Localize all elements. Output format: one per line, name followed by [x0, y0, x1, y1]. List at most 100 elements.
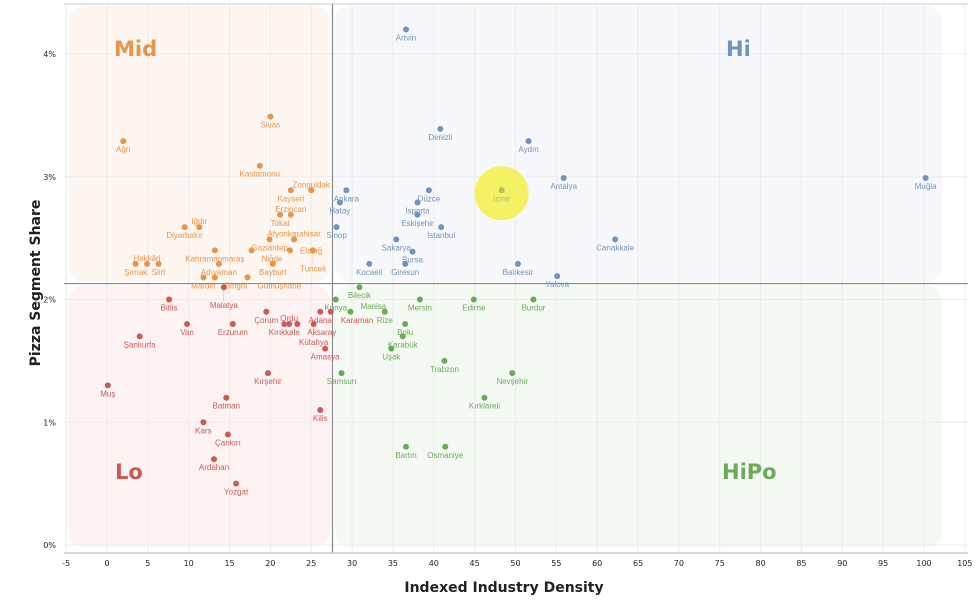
point-marker[interactable] — [277, 211, 284, 218]
point-marker[interactable] — [281, 321, 288, 328]
data-point-hi[interactable]: Yalova — [545, 273, 570, 289]
point-marker[interactable] — [381, 308, 388, 315]
point-marker[interactable] — [200, 274, 207, 281]
data-point-hi[interactable]: Aydın — [518, 138, 539, 154]
data-point-hipo[interactable]: Burdur — [521, 296, 546, 313]
point-marker[interactable] — [310, 321, 317, 328]
point-marker[interactable] — [403, 443, 410, 450]
point-marker[interactable] — [343, 187, 350, 194]
data-point-mid[interactable]: Ağrı — [116, 138, 131, 154]
data-point-mid[interactable]: Kahramanmaraş — [185, 247, 244, 263]
data-point-hipo[interactable]: Kırklareli — [469, 394, 500, 411]
data-point-hi[interactable]: Balıkesir — [503, 260, 534, 277]
point-marker[interactable] — [425, 187, 432, 194]
data-point-lo[interactable]: Kars — [195, 419, 212, 435]
data-point-hi[interactable]: Kocaeli — [356, 260, 383, 277]
point-marker[interactable] — [120, 138, 127, 145]
point-marker[interactable] — [287, 187, 294, 194]
data-point-hipo[interactable]: Bolu — [397, 321, 413, 337]
point-marker[interactable] — [308, 187, 315, 194]
point-marker[interactable] — [263, 308, 270, 315]
point-marker[interactable] — [104, 382, 111, 389]
data-point-lo[interactable]: Aksaray — [294, 321, 336, 337]
point-marker[interactable] — [530, 296, 537, 303]
point-marker[interactable] — [309, 247, 316, 254]
data-point-hipo[interactable]: Bilecik — [348, 284, 372, 300]
data-point-hi[interactable]: Ankara — [334, 187, 360, 203]
data-point-lo[interactable]: Ordu — [280, 314, 298, 328]
data-point-hipo[interactable]: Edirne — [462, 296, 486, 313]
data-point-mid[interactable]: Şırnak — [124, 260, 148, 277]
data-point-lo[interactable]: Çorum — [254, 308, 279, 325]
point-marker[interactable] — [403, 26, 410, 33]
point-marker[interactable] — [356, 284, 363, 291]
point-marker[interactable] — [438, 224, 445, 231]
point-marker[interactable] — [481, 394, 488, 401]
data-point-hi[interactable]: Hatay — [329, 199, 350, 216]
data-point-hi[interactable]: Antalya — [550, 174, 578, 191]
data-point-mid[interactable]: Sivas — [261, 113, 281, 130]
point-marker[interactable] — [223, 394, 230, 401]
point-marker[interactable] — [286, 321, 293, 328]
data-point-mid[interactable]: Gaziantep — [251, 236, 288, 252]
data-point-hipo[interactable]: Uşak — [382, 345, 401, 362]
data-point-lo[interactable]: Yozgat — [224, 480, 249, 497]
point-marker[interactable] — [409, 248, 416, 255]
data-point-lo[interactable]: Erzurum — [218, 321, 249, 337]
data-point-mid[interactable]: Mardin — [191, 274, 216, 290]
point-marker[interactable] — [229, 321, 236, 328]
data-point-hi[interactable]: İstanbul — [427, 224, 455, 240]
point-marker[interactable] — [317, 406, 324, 413]
data-point-mid[interactable]: Kayseri — [277, 187, 304, 203]
point-marker[interactable] — [399, 333, 406, 340]
point-marker[interactable] — [266, 236, 273, 243]
data-point-hipo[interactable]: Osmaniye — [427, 443, 464, 460]
data-point-hipo[interactable]: Nevşehir — [496, 370, 528, 386]
point-marker[interactable] — [287, 211, 294, 218]
data-point-hi[interactable]: Denizli — [428, 125, 453, 142]
point-marker[interactable] — [317, 308, 324, 315]
data-point-lo[interactable]: Muş — [100, 382, 115, 398]
point-marker[interactable] — [181, 224, 188, 231]
point-marker[interactable] — [402, 260, 409, 267]
point-marker[interactable] — [414, 199, 421, 206]
point-marker[interactable] — [220, 284, 227, 291]
point-marker[interactable] — [155, 260, 162, 267]
point-marker[interactable] — [287, 247, 294, 254]
point-marker[interactable] — [267, 113, 274, 120]
data-point-hi[interactable]: Düzce — [418, 187, 441, 203]
data-point-hi[interactable]: Canakkale — [596, 236, 635, 252]
data-point-lo[interactable]: Malatya — [210, 284, 239, 310]
data-point-mid[interactable]: Tunceli — [300, 247, 326, 273]
data-point-lo[interactable]: Şanlıurfa — [124, 333, 157, 349]
point-marker[interactable] — [437, 125, 444, 132]
point-marker[interactable] — [211, 274, 218, 281]
point-marker[interactable] — [233, 480, 240, 487]
data-point-mid[interactable]: Zonguldak — [293, 180, 331, 194]
point-marker[interactable] — [248, 247, 255, 254]
data-point-lo[interactable]: Batman — [212, 394, 240, 411]
data-point-mid[interactable]: Afyonkarahisar — [267, 229, 321, 243]
data-point-lo[interactable]: Adana — [309, 308, 333, 325]
point-marker[interactable] — [166, 296, 173, 303]
point-marker[interactable] — [498, 187, 505, 194]
data-point-hi[interactable]: Artvin — [396, 26, 416, 42]
point-marker[interactable] — [554, 273, 561, 280]
point-marker[interactable] — [338, 370, 345, 377]
data-point-mid[interactable]: Niğde — [248, 247, 283, 263]
data-point-lo[interactable]: Kırıkkale — [269, 321, 301, 337]
data-point-mid[interactable]: Kastamonu — [240, 162, 280, 179]
point-marker[interactable] — [264, 370, 271, 377]
data-point-lo[interactable]: Karaman — [327, 308, 373, 325]
data-point-mid[interactable]: Tokat — [271, 211, 291, 228]
point-marker[interactable] — [322, 345, 329, 352]
point-marker[interactable] — [560, 174, 567, 181]
point-marker[interactable] — [144, 260, 151, 267]
point-marker[interactable] — [224, 431, 231, 438]
point-marker[interactable] — [244, 274, 251, 281]
point-marker[interactable] — [196, 224, 203, 231]
data-point-lo[interactable]: Amasya — [311, 345, 340, 362]
point-marker[interactable] — [291, 236, 298, 243]
data-point-lo[interactable]: Çankırı — [215, 431, 241, 448]
point-marker[interactable] — [256, 162, 263, 169]
